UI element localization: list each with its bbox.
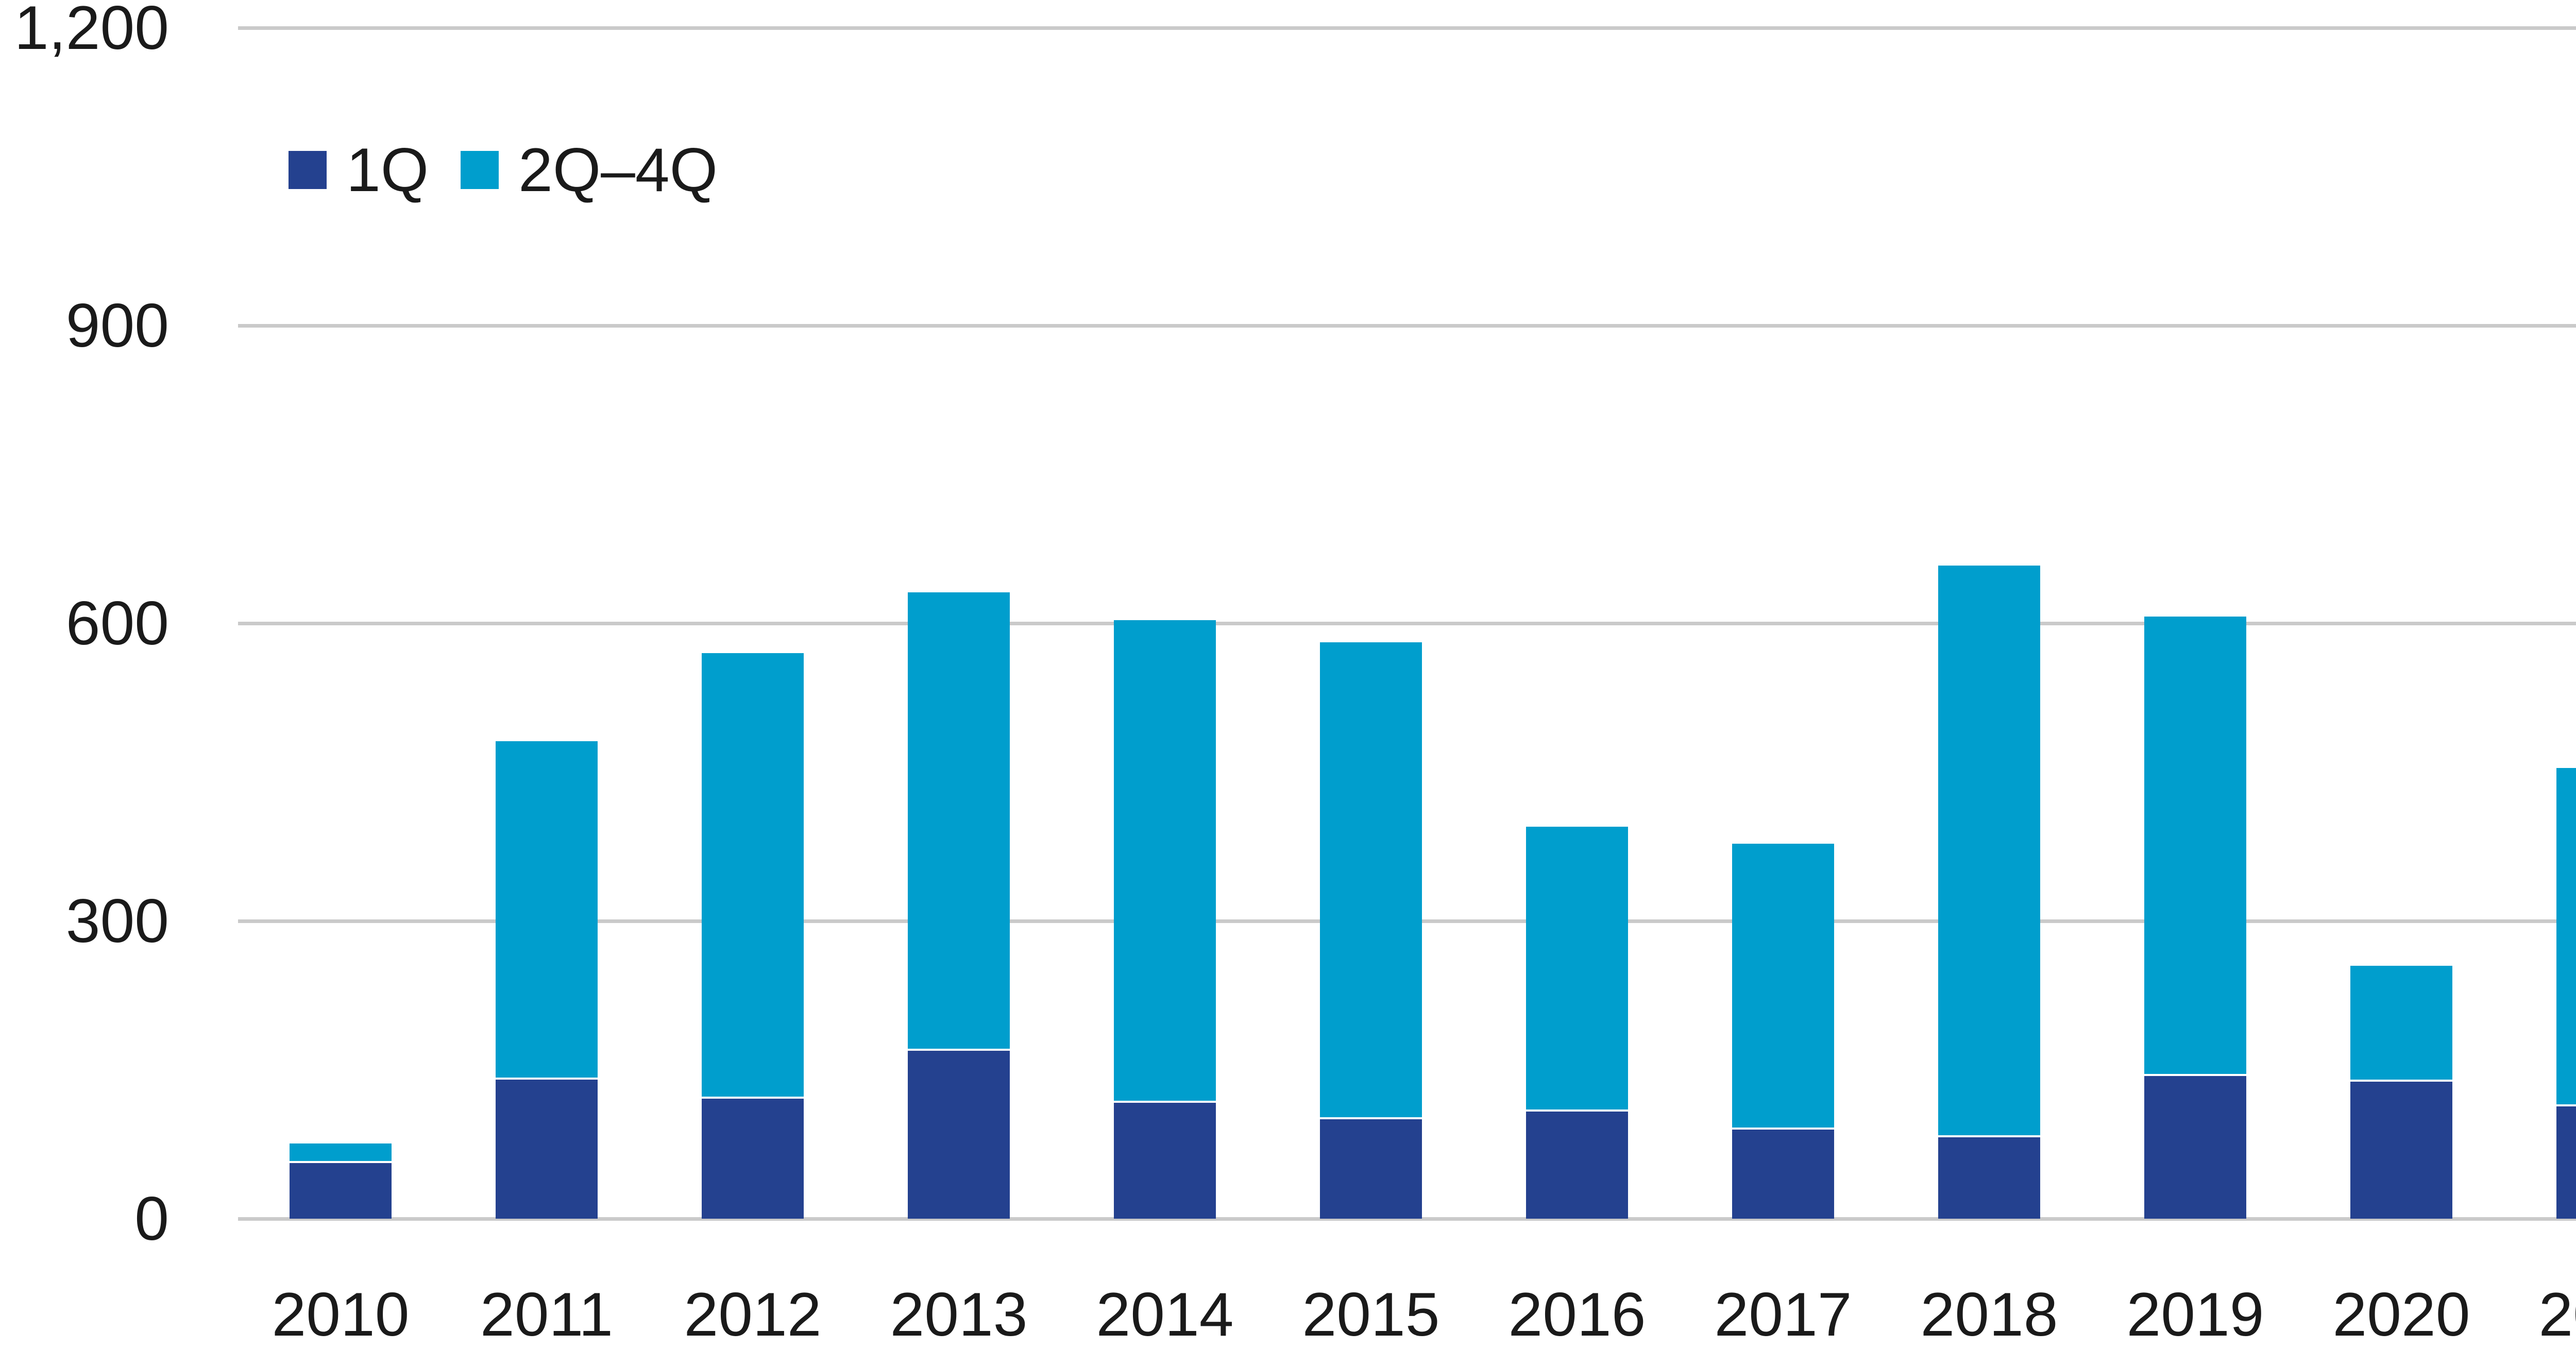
legend: 1Q 2Q–4Q xyxy=(289,139,718,201)
y-tick-label-1200: 1,200 xyxy=(14,0,169,62)
bar-segment-1q-2021 xyxy=(2556,1106,2576,1219)
x-tick-label-2010: 2010 xyxy=(272,1280,410,1349)
bar-segment-2q4q-2012 xyxy=(702,653,804,1099)
bar-segment-2q4q-2014 xyxy=(1114,620,1216,1103)
bar-segment-2q4q-2021 xyxy=(2556,768,2576,1107)
bar-segment-1q-2018 xyxy=(1938,1137,2040,1219)
bar-segment-2q4q-2020 xyxy=(2350,965,2452,1082)
legend-label-1q: 1Q xyxy=(346,135,429,204)
x-tick-label-2018: 2018 xyxy=(1920,1280,2058,1349)
bar-segment-2q4q-2015 xyxy=(1320,642,1422,1120)
x-tick-label-2019: 2019 xyxy=(2126,1280,2264,1349)
legend-label-2q4q: 2Q–4Q xyxy=(518,135,718,204)
x-tick-label-2016: 2016 xyxy=(1508,1280,1646,1349)
legend-swatch-1q-icon xyxy=(289,151,327,189)
gridline-y-600 xyxy=(238,621,2576,625)
bar-segment-2q4q-2013 xyxy=(908,592,1010,1051)
gridline-y-1200 xyxy=(238,26,2576,30)
x-tick-label-2020: 2020 xyxy=(2332,1280,2470,1349)
bar-segment-2q4q-2016 xyxy=(1526,826,1628,1112)
legend-item-1q: 1Q xyxy=(289,139,429,201)
x-tick-label-2014: 2014 xyxy=(1096,1280,1234,1349)
bar-segment-1q-2012 xyxy=(702,1098,804,1219)
y-tick-label-900: 900 xyxy=(65,291,169,360)
bar-segment-1q-2015 xyxy=(1320,1119,1422,1219)
gridline-y-900 xyxy=(238,323,2576,328)
x-tick-label-2017: 2017 xyxy=(1714,1280,1852,1349)
x-tick-label-2011: 2011 xyxy=(480,1280,614,1349)
y-tick-label-300: 300 xyxy=(65,886,169,955)
legend-item-2q4q: 2Q–4Q xyxy=(461,139,718,201)
bar-segment-1q-2017 xyxy=(1732,1129,1834,1219)
bar-segment-2q4q-2019 xyxy=(2144,616,2246,1076)
legend-swatch-2q4q-icon xyxy=(461,151,499,189)
gridline-y-0 xyxy=(238,1217,2576,1221)
bar-segment-1q-2013 xyxy=(908,1051,1010,1219)
y-tick-label-0: 0 xyxy=(134,1184,169,1253)
x-tick-label-2012: 2012 xyxy=(684,1280,822,1349)
bar-segment-2q4q-2011 xyxy=(496,741,598,1080)
y-tick-label-600: 600 xyxy=(65,589,169,658)
bar-segment-1q-2011 xyxy=(496,1080,598,1219)
bar-segment-2q4q-2018 xyxy=(1938,566,2040,1137)
bar-segment-2q4q-2010 xyxy=(290,1143,392,1164)
x-tick-label-2015: 2015 xyxy=(1302,1280,1440,1349)
bar-segment-1q-2014 xyxy=(1114,1102,1216,1219)
bar-segment-1q-2010 xyxy=(290,1163,392,1219)
x-tick-label-2013: 2013 xyxy=(890,1280,1028,1349)
bar-segment-2q4q-2017 xyxy=(1732,843,1834,1130)
bar-segment-1q-2019 xyxy=(2144,1075,2246,1219)
bar-segment-1q-2020 xyxy=(2350,1082,2452,1219)
bar-segment-1q-2016 xyxy=(1526,1111,1628,1219)
